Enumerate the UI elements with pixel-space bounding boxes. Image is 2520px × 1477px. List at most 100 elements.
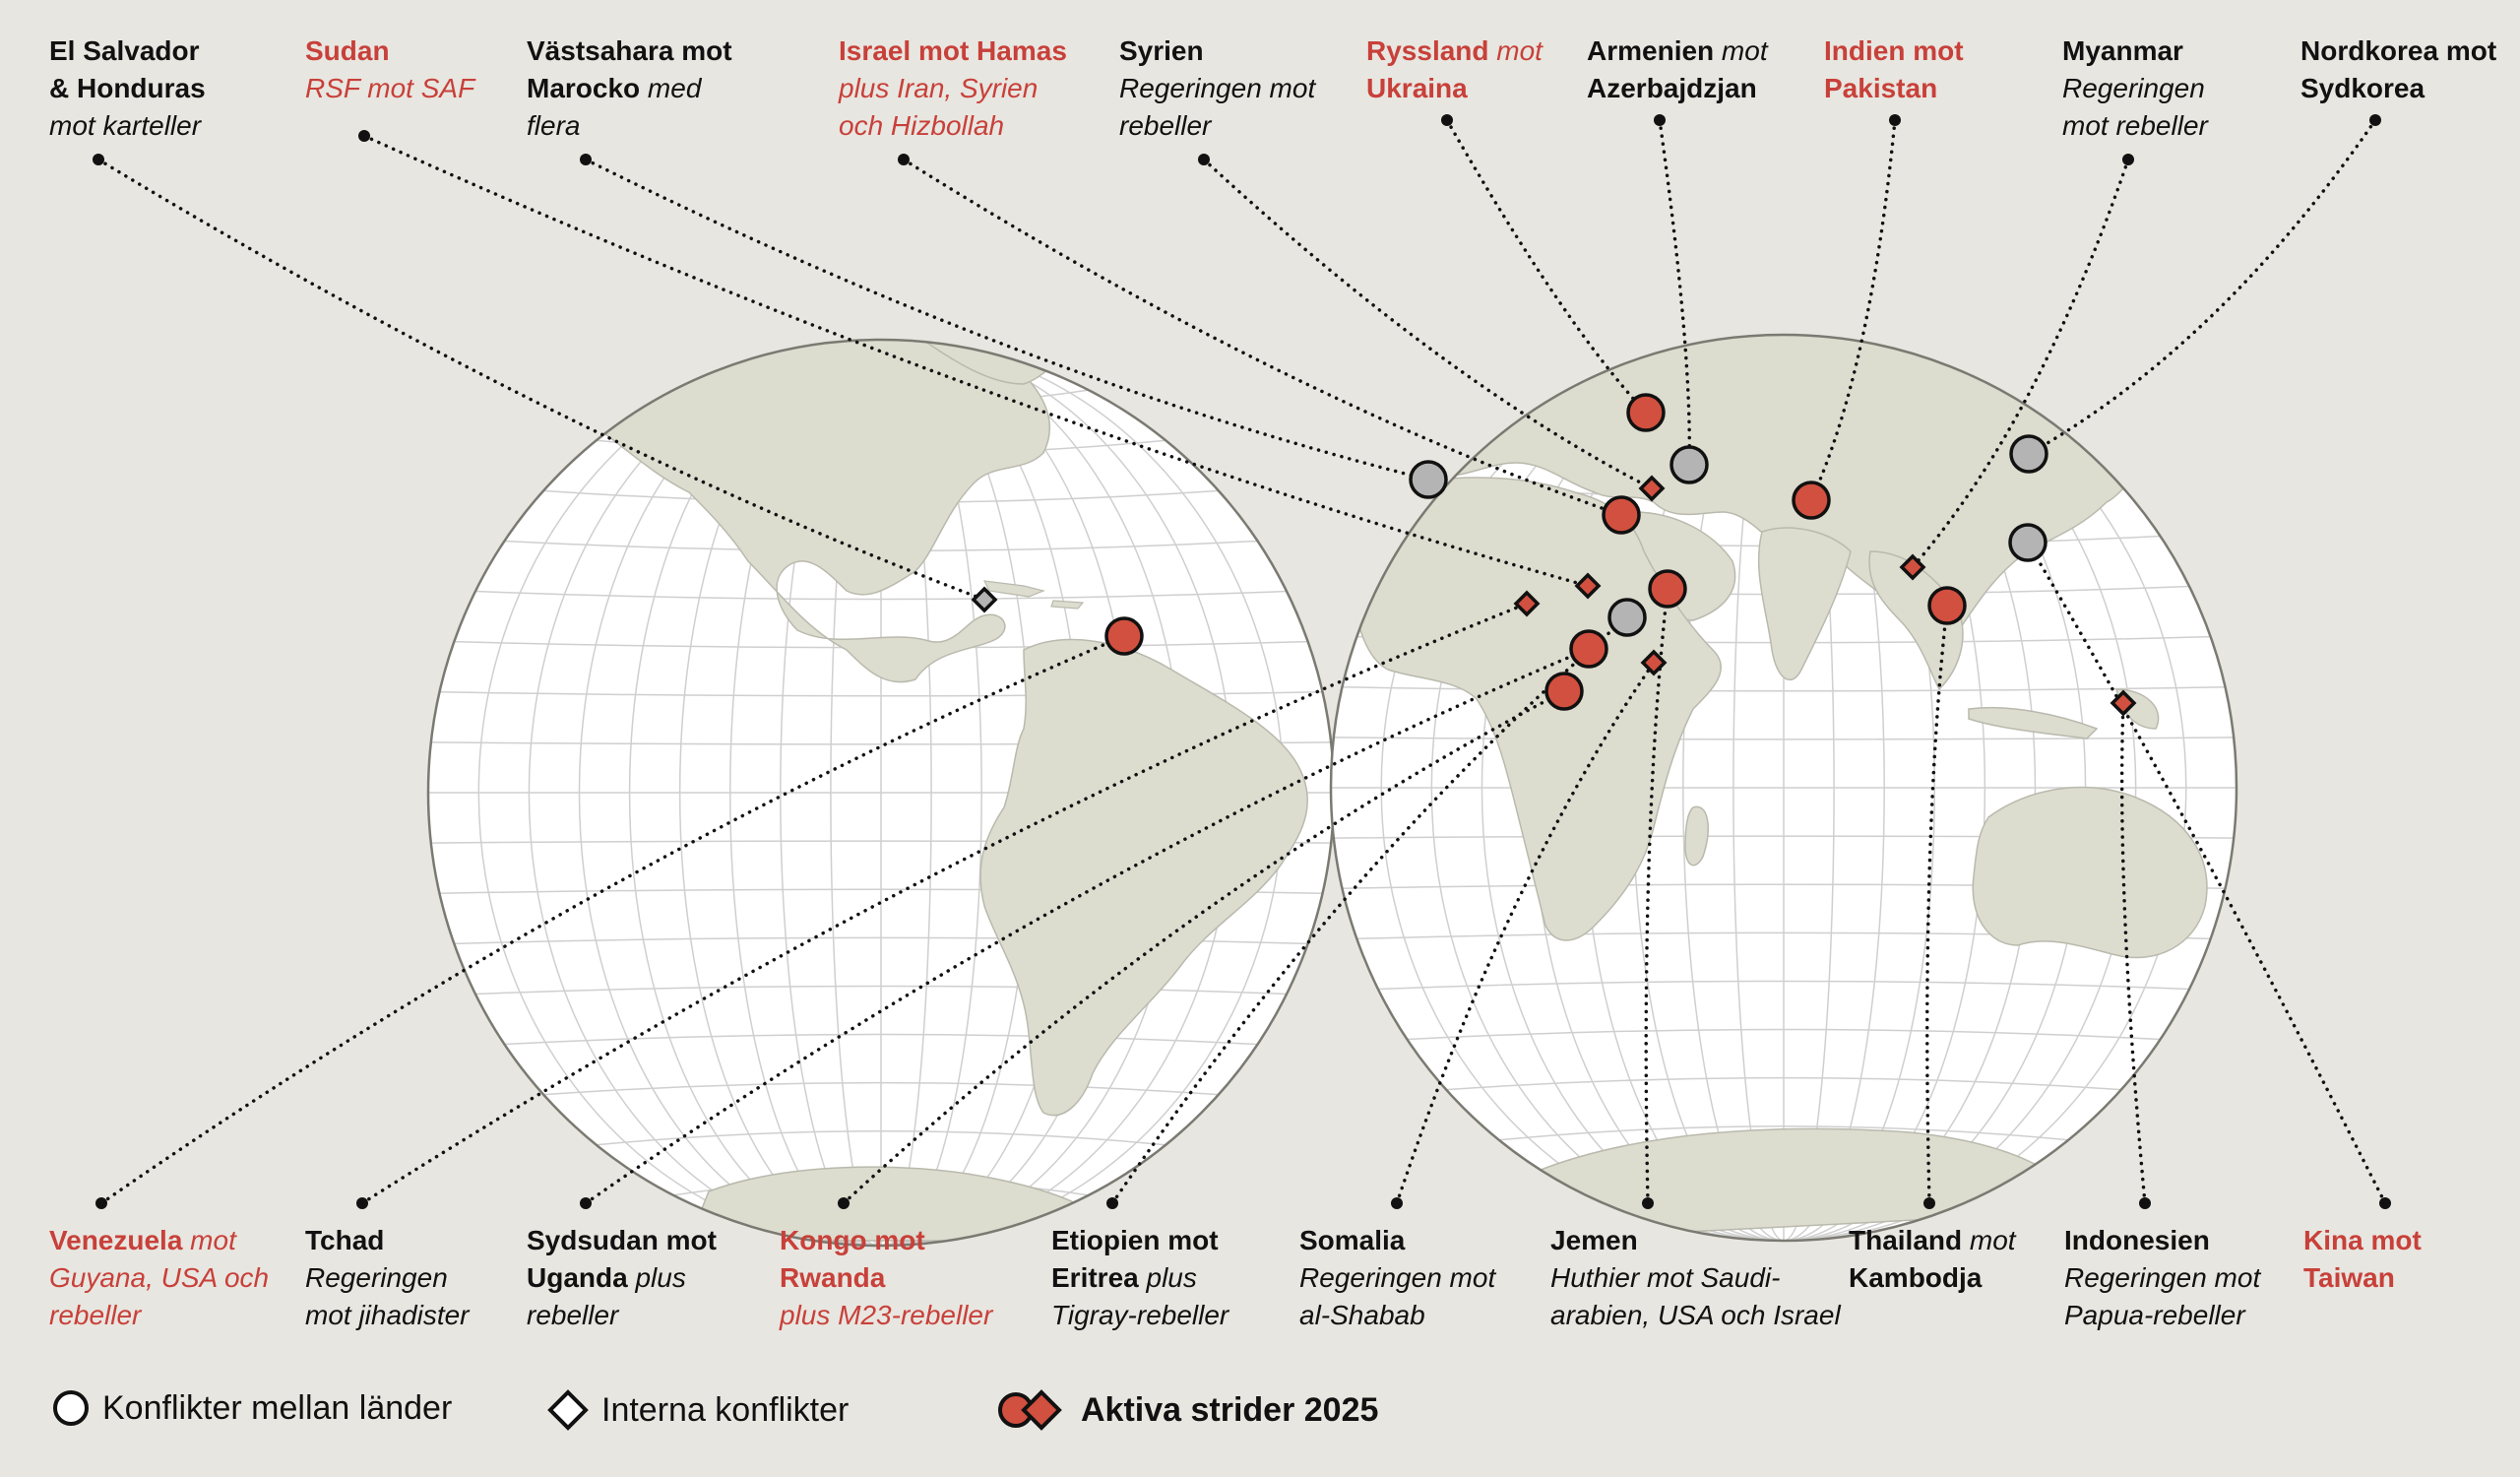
marker-etiopien: [1607, 598, 1647, 637]
label-italic: rebeller: [1119, 110, 1212, 141]
leader-line-vastsahara: [584, 158, 1430, 482]
leader-line-myanmar: [1911, 158, 2130, 569]
label-line: Pakistan: [1824, 70, 2080, 107]
label-line: Armenien mot: [1587, 32, 1843, 70]
australia-land: [1972, 786, 2208, 959]
label-line: Ukraina: [1366, 70, 1622, 107]
label-line: plus M23-rebeller: [780, 1297, 1036, 1334]
label-italic: rebeller: [527, 1300, 619, 1330]
label-line: Indonesien: [2064, 1222, 2320, 1259]
label-line: Eritrea plus: [1051, 1259, 1307, 1297]
label-line: plus Iran, Syrien: [839, 70, 1095, 107]
label-line: Myanmar: [2062, 32, 2318, 70]
label-italic: Regeringen mot: [2064, 1262, 2261, 1293]
leader-dot-indien: [1889, 114, 1901, 126]
label-bold: Kongo mot: [780, 1225, 925, 1255]
label-line: Västsahara mot: [527, 32, 783, 70]
leader-dot-kongo: [838, 1197, 850, 1209]
leader-dot-sudan: [358, 130, 370, 142]
label-line: Regeringen mot: [2064, 1259, 2320, 1297]
label-italic: flera: [527, 110, 581, 141]
label-line: Etiopien mot: [1051, 1222, 1307, 1259]
madagascar-land: [1684, 805, 1709, 867]
leader-dot-venezuela: [95, 1197, 107, 1209]
label-line: Regeringen mot: [1299, 1259, 1555, 1297]
leader-dot-etiopien: [1106, 1197, 1118, 1209]
caribbean-islands: [982, 580, 1085, 610]
label-bold: Sydkorea: [2300, 73, 2426, 103]
label-bold: Armenien: [1587, 35, 1715, 66]
label-italic: Tigray-rebeller: [1051, 1300, 1229, 1330]
marker-ryssland: [1626, 393, 1666, 432]
label-syrien: Syrien Regeringen mot rebeller: [1119, 32, 1375, 145]
marker-armenien: [1670, 445, 1709, 484]
label-line: rebeller: [1119, 107, 1375, 145]
label-line: Indien mot: [1824, 32, 2080, 70]
label-line: mot rebeller: [2062, 107, 2318, 145]
legend-between-countries: Konflikter mellan länder: [51, 1388, 452, 1428]
label-line: och Hizbollah: [839, 107, 1095, 145]
label-italic: med: [640, 73, 702, 103]
leader-dot-somalia: [1391, 1197, 1403, 1209]
marker-indien: [1792, 481, 1831, 520]
label-ryssland: Ryssland mot Ukraina: [1366, 32, 1622, 107]
label-italic: plus M23-rebeller: [780, 1300, 993, 1330]
leader-line-thailand: [1925, 604, 1949, 1205]
leader-dot-armenien: [1654, 114, 1666, 126]
label-italic: Huthier mot Saudi-: [1550, 1262, 1781, 1293]
leader-dot-vastsahara: [580, 154, 592, 165]
label-bold: Azerbajdzjan: [1587, 73, 1757, 103]
label-line: Israel mot Hamas: [839, 32, 1095, 70]
label-vastsahara: Västsahara mot Marocko med flera: [527, 32, 783, 145]
label-jemen: Jemen Huthier mot Saudi-arabien, USA och …: [1550, 1222, 1875, 1334]
label-italic: mot: [1488, 35, 1543, 66]
label-line: Jemen: [1550, 1222, 1875, 1259]
label-line: Guyana, USA och: [49, 1259, 305, 1297]
label-italic: plus: [1138, 1262, 1197, 1293]
label-line: Rwanda: [780, 1259, 1036, 1297]
legend-between-label: Konflikter mellan länder: [102, 1388, 453, 1427]
label-italic: Regeringen: [2062, 73, 2205, 103]
label-line: Nordkorea mot: [2300, 32, 2520, 70]
leader-dot-israel: [898, 154, 910, 165]
label-kina: Kina mot Taiwan: [2303, 1222, 2520, 1297]
label-italic: Regeringen: [305, 1262, 448, 1293]
legend-active: Aktiva strider 2025: [994, 1388, 1378, 1432]
south-america-land: [979, 638, 1308, 1117]
label-italic: Guyana, USA och: [49, 1262, 270, 1293]
leader-line-tchad: [360, 602, 1529, 1205]
label-line: Uganda plus: [527, 1259, 783, 1297]
label-line: RSF mot SAF: [305, 70, 561, 107]
label-italic: mot karteller: [49, 110, 202, 141]
label-bold: Somalia: [1299, 1225, 1406, 1255]
label-italic: plus: [627, 1262, 686, 1293]
label-bold: Etiopien mot: [1051, 1225, 1219, 1255]
label-italic: arabien, USA och Israel: [1550, 1300, 1841, 1330]
label-indien: Indien mot Pakistan: [1824, 32, 2080, 107]
label-bold: Ryssland: [1366, 35, 1489, 66]
marker-kongo: [1544, 672, 1584, 711]
label-bold: Syrien: [1119, 35, 1204, 66]
label-italic: Regeringen mot: [1299, 1262, 1496, 1293]
label-line: & Honduras: [49, 70, 305, 107]
label-line: Regeringen: [305, 1259, 561, 1297]
leader-line-somalia: [1395, 661, 1656, 1205]
leader-dot-ryssland: [1441, 114, 1453, 126]
label-bold: Indonesien: [2064, 1225, 2210, 1255]
label-italic: al-Shabab: [1299, 1300, 1425, 1330]
label-bold: Rwanda: [780, 1262, 886, 1293]
label-italic: rebeller: [49, 1300, 142, 1330]
legend-internal-label: Interna konflikter: [601, 1390, 850, 1429]
leader-line-kongo: [842, 689, 1566, 1205]
label-bold: Marocko: [527, 73, 641, 103]
label-italic: mot rebeller: [2062, 110, 2208, 141]
leader-dot-jemen: [1642, 1197, 1654, 1209]
label-line: Thailand mot: [1849, 1222, 2105, 1259]
marker-tchad: [1513, 590, 1541, 617]
label-bold: Ukraina: [1366, 73, 1468, 103]
leader-line-sudan: [362, 134, 1590, 588]
label-bold: Tchad: [305, 1225, 385, 1255]
label-italic: mot: [1714, 35, 1768, 66]
marker-indonesien: [2110, 689, 2137, 717]
label-nordkorea: Nordkorea mot Sydkorea: [2300, 32, 2520, 107]
